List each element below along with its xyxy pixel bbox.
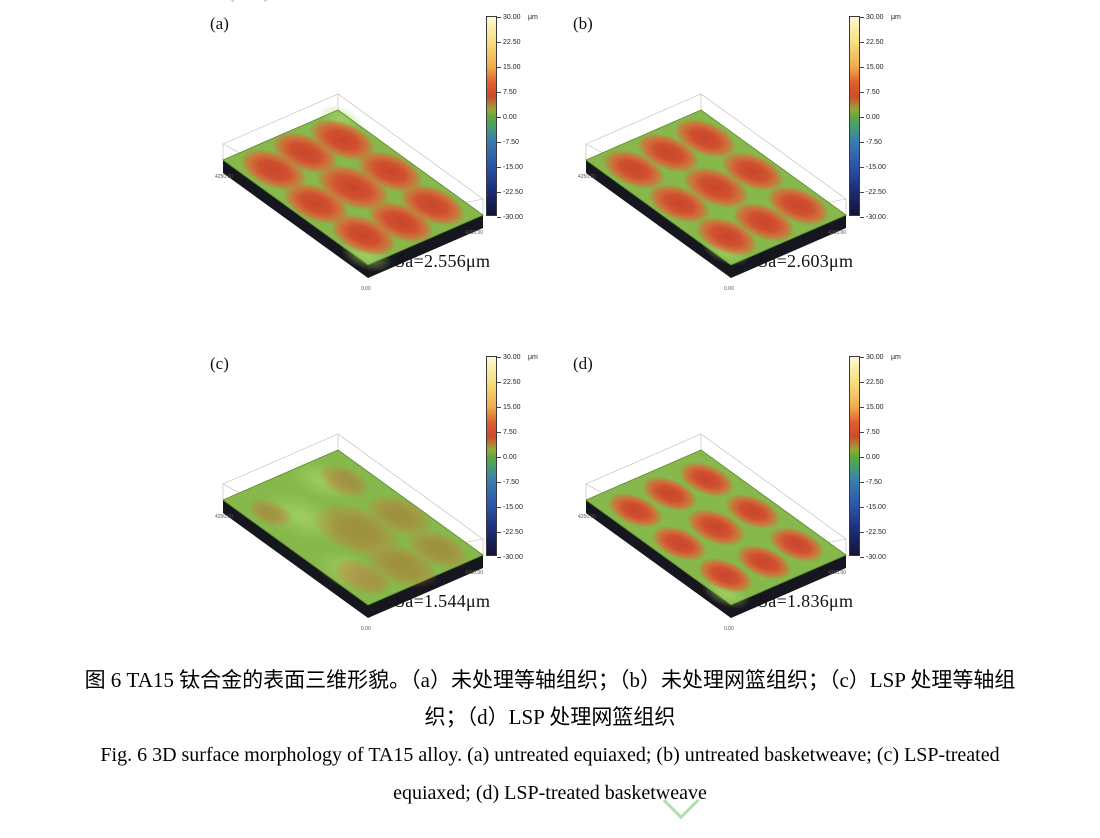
- axis-label-right: 4250.00: [828, 230, 846, 236]
- sa-roughness-value-b: Sa=2.603μm: [758, 251, 854, 271]
- plate-top-surface: [586, 450, 846, 609]
- colorbar-unit: μm: [891, 14, 901, 21]
- colorbar-gradient: [486, 356, 497, 556]
- colorbar-gradient: [486, 16, 497, 216]
- colorbar-gradient: [849, 356, 860, 556]
- colorbar-tick-label: 30.00: [497, 354, 521, 361]
- colorbar-unit: μm: [528, 14, 538, 21]
- plate-top-surface: [586, 110, 846, 266]
- plate-thickness: [586, 160, 846, 278]
- colorbar-tick-label: 22.50: [860, 39, 884, 46]
- axis-label-left: 4250.00: [215, 514, 233, 520]
- colorbar-tick-label: 30.00: [860, 14, 884, 21]
- surface-plot-a: 4250.00 4250.00 0.00: [215, 93, 484, 292]
- panel-a-label: (a): [210, 14, 229, 33]
- colorbar-tick-label: 15.00: [497, 404, 521, 411]
- caption-chinese-line1: 图 6 TA15 钛合金的表面三维形貌。（a）未处理等轴组织；（b）未处理网篮组…: [84, 668, 1016, 692]
- axis-label-right: 4250.00: [465, 570, 483, 576]
- panel-a: (a): [190, 8, 550, 343]
- panel-c: (c): [190, 348, 550, 683]
- colorbar-tick-label: -30.00: [860, 214, 886, 221]
- colorbar-tick-label: -15.00: [497, 504, 523, 511]
- axis-label-origin: 0.00: [724, 626, 734, 632]
- colorbar-tick-label: 7.50: [497, 429, 517, 436]
- colorbar-tick-label: 0.00: [497, 454, 517, 461]
- colorbar-tick-label: -22.50: [860, 189, 886, 196]
- colorbar-tick-label: -15.00: [860, 504, 886, 511]
- colorbar-tick-label: -22.50: [497, 189, 523, 196]
- colorbar-tick-labels: 30.00 22.50 15.00 7.50 0.00 -7.50 -15.00 -22.50…: [860, 14, 910, 224]
- colorbar-unit: μm: [528, 354, 538, 361]
- colorbar-tick-label: 7.50: [860, 89, 880, 96]
- colorbar-tick-label: -15.00: [860, 164, 886, 171]
- surface-plot-d: 4250.00 4250.00 0.00: [578, 433, 847, 632]
- axis-label-right: 4250.00: [828, 570, 846, 576]
- surface-plot-b: 4250.00 4250.00 0.00: [578, 93, 847, 292]
- colorbar: 30.00 22.50 15.00 7.50 0.00 -7.50 -15.00 -22.50…: [849, 12, 911, 228]
- colorbar-tick-label: -30.00: [860, 554, 886, 561]
- plate-top-surface: [223, 104, 483, 272]
- colorbar: 30.00 22.50 15.00 7.50 0.00 -7.50 -15.00 -22.50…: [486, 352, 548, 568]
- colorbar-tick-label: -7.50: [497, 479, 519, 486]
- sa-roughness-value-d: Sa=1.836μm: [758, 591, 854, 611]
- panel-c-label: (c): [210, 354, 229, 373]
- colorbar: 30.00 22.50 15.00 7.50 0.00 -7.50 -15.00 -22.50…: [486, 12, 548, 228]
- panel-d-label: (d): [573, 354, 593, 373]
- colorbar-tick-label: 15.00: [860, 404, 884, 411]
- caption-chinese-line2: 织；（d）LSP 处理网篮组织: [424, 705, 676, 729]
- colorbar-tick-label: -22.50: [497, 529, 523, 536]
- axis-label-origin: 0.00: [361, 286, 371, 292]
- panel-d: (d) 4250.00: [553, 348, 913, 683]
- colorbar-tick-label: -7.50: [497, 139, 519, 146]
- colorbar-tick-label: 0.00: [497, 114, 517, 121]
- colorbar-tick-label: 0.00: [860, 114, 880, 121]
- colorbar-tick-label: 30.00: [860, 354, 884, 361]
- colorbar-tick-labels: 30.00 22.50 15.00 7.50 0.00 -7.50 -15.00 -22.50…: [497, 354, 547, 564]
- colorbar-tick-label: 0.00: [860, 454, 880, 461]
- colorbar-unit: μm: [891, 354, 901, 361]
- colorbar-tick-label: -30.00: [497, 554, 523, 561]
- sa-roughness-value-a: Sa=2.556μm: [395, 251, 491, 271]
- caption-english-line1: Fig. 6 3D surface morphology of TA15 all…: [100, 744, 1000, 766]
- colorbar-tick-label: -7.50: [860, 139, 882, 146]
- colorbar-tick-label: 22.50: [860, 379, 884, 386]
- axis-label-left: 4250.00: [578, 174, 596, 180]
- axis-label-origin: 0.00: [361, 626, 371, 632]
- axis-label-left: 4250.00: [578, 514, 596, 520]
- colorbar-tick-label: 15.00: [860, 64, 884, 71]
- colorbar-tick-label: -22.50: [860, 529, 886, 536]
- colorbar-tick-label: 22.50: [497, 39, 521, 46]
- colorbar-tick-label: 15.00: [497, 64, 521, 71]
- axis-label-origin: 0.00: [724, 286, 734, 292]
- colorbar-tick-label: 7.50: [497, 89, 517, 96]
- colorbar: 30.00 22.50 15.00 7.50 0.00 -7.50 -15.00 -22.50…: [849, 352, 911, 568]
- colorbar-gradient: [849, 16, 860, 216]
- figure-caption: 图 6 TA15 钛合金的表面三维形貌。（a）未处理等轴组织；（b）未处理网篮组…: [0, 662, 1100, 812]
- plate-top-surface: [223, 450, 483, 605]
- plate-thickness: [586, 500, 846, 618]
- colorbar-tick-labels: 30.00 22.50 15.00 7.50 0.00 -7.50 -15.00 -22.50…: [497, 14, 547, 224]
- caption-english-line2: equiaxed; (d) LSP-treated basketweave: [393, 782, 707, 804]
- panel-b-label: (b): [573, 14, 593, 33]
- colorbar-tick-label: -30.00: [497, 214, 523, 221]
- colorbar-tick-label: -7.50: [860, 479, 882, 486]
- plate-thickness: [223, 160, 483, 278]
- surface-plot-c: 4250.00 4250.00 0.00: [215, 433, 484, 632]
- colorbar-tick-label: 22.50: [497, 379, 521, 386]
- colorbar-tick-label: 30.00: [497, 14, 521, 21]
- axis-label-left: 4250.00: [215, 174, 233, 180]
- axis-label-right: 4250.00: [465, 230, 483, 236]
- colorbar-tick-label: -15.00: [497, 164, 523, 171]
- panel-b: (b) 4250.00: [553, 8, 913, 343]
- colorbar-tick-labels: 30.00 22.50 15.00 7.50 0.00 -7.50 -15.00 -22.50…: [860, 354, 910, 564]
- colorbar-tick-label: 7.50: [860, 429, 880, 436]
- sa-roughness-value-c: Sa=1.544μm: [395, 591, 491, 611]
